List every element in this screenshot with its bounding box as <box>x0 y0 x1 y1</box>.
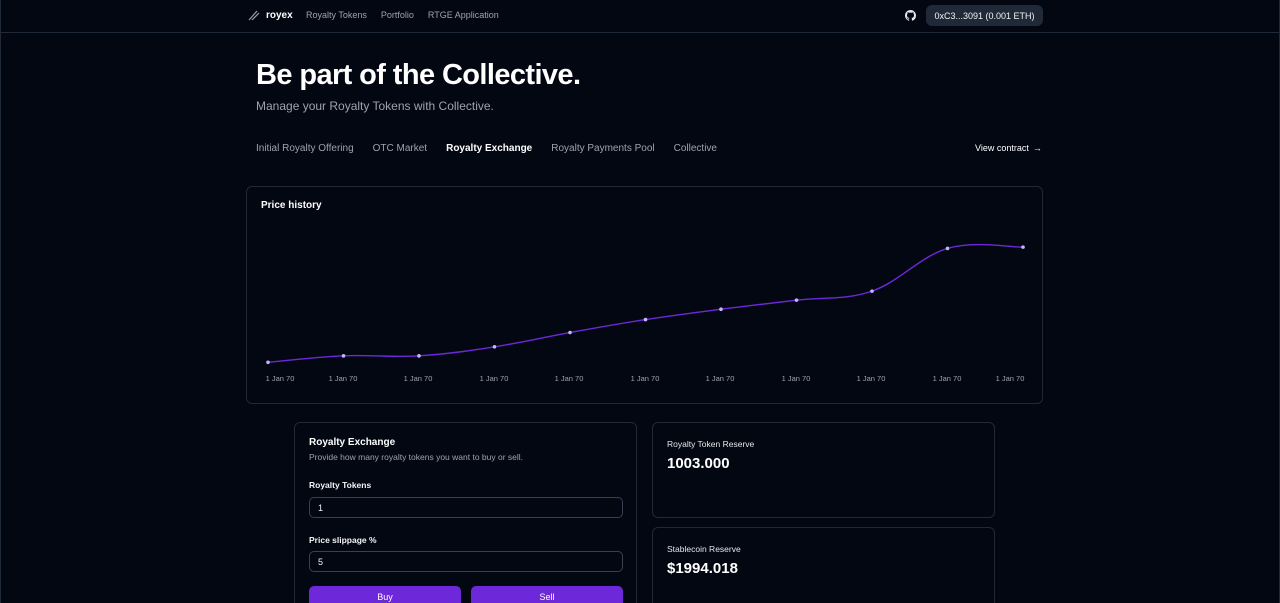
stablecoin-reserve-label: Stablecoin Reserve <box>667 544 741 554</box>
view-contract-label: View contract <box>975 143 1029 153</box>
tab-initial-royalty-offering[interactable]: Initial Royalty Offering <box>256 143 354 154</box>
wallet-button[interactable]: 0xC3...3091 (0.001 ETH) <box>926 5 1043 26</box>
nav-links: Royalty Tokens Portfolio RTGE Applicatio… <box>306 10 499 20</box>
x-tick-label: 1 Jan 70 <box>933 374 962 383</box>
x-tick-label: 1 Jan 70 <box>555 374 584 383</box>
price-point[interactable] <box>870 289 874 293</box>
arrow-right-icon: → <box>1032 143 1042 153</box>
price-point[interactable] <box>643 317 648 322</box>
x-tick-label: 1 Jan 70 <box>706 374 735 383</box>
stablecoin-reserve-value: $1994.018 <box>667 560 738 577</box>
x-tick-label: 1 Jan 70 <box>631 374 660 383</box>
stablecoin-reserve-card: Stablecoin Reserve $1994.018 <box>652 527 995 603</box>
price-point[interactable] <box>417 354 421 358</box>
sell-button[interactable]: Sell <box>471 586 623 603</box>
x-tick-label: 1 Jan 70 <box>857 374 886 383</box>
royalty-exchange-card: Royalty Exchange Provide how many royalt… <box>294 422 637 603</box>
tab-royalty-exchange[interactable]: Royalty Exchange <box>446 143 533 154</box>
x-tick-label: 1 Jan 70 <box>996 374 1025 383</box>
page-title: Be part of the Collective. <box>256 59 581 91</box>
price-point[interactable] <box>492 344 497 349</box>
price-point[interactable] <box>794 298 799 302</box>
tab-royalty-payments-pool[interactable]: Royalty Payments Pool <box>551 143 655 154</box>
exchange-title: Royalty Exchange <box>309 437 396 448</box>
top-navbar: royex Royalty Tokens Portfolio RTGE Appl… <box>1 0 1280 33</box>
x-tick-label: 1 Jan 70 <box>404 374 433 383</box>
price-point[interactable] <box>266 360 270 365</box>
nav-link-royalty-tokens[interactable]: Royalty Tokens <box>306 10 367 20</box>
logo-icon <box>248 10 260 21</box>
exchange-description: Provide how many royalty tokens you want… <box>309 452 524 462</box>
token-reserve-value: 1003.000 <box>667 455 730 472</box>
logo-text: royex <box>266 9 293 21</box>
price-slippage-label: Price slippage % <box>309 535 377 545</box>
x-tick-label: 1 Jan 70 <box>782 374 811 383</box>
buy-button[interactable]: Buy <box>309 586 461 603</box>
token-reserve-label: Royalty Token Reserve <box>667 439 755 449</box>
royalty-tokens-input[interactable] <box>309 497 623 518</box>
price-series-line <box>267 243 1024 363</box>
price-slippage-input[interactable] <box>309 551 623 572</box>
price-point[interactable] <box>568 330 572 335</box>
token-reserve-card: Royalty Token Reserve 1003.000 <box>652 422 995 518</box>
nav-link-portfolio[interactable]: Portfolio <box>380 10 414 20</box>
price-history-chart: 1 Jan 70 1 Jan 70 1 Jan 70 1 Jan 70 1 Jan 70… <box>266 243 1025 383</box>
github-icon[interactable] <box>905 10 916 21</box>
x-tick-label: 1 Jan 70 <box>329 374 358 383</box>
price-point[interactable] <box>719 307 723 312</box>
price-point[interactable] <box>1021 245 1025 249</box>
section-tabs: Initial Royalty Offering OTC Market Roya… <box>256 143 717 154</box>
price-point[interactable] <box>945 246 950 251</box>
nav-link-rtge-application[interactable]: RTGE Application <box>427 10 499 20</box>
tab-otc-market[interactable]: OTC Market <box>372 143 428 154</box>
tab-collective[interactable]: Collective <box>673 143 717 154</box>
x-tick-label: 1 Jan 70 <box>480 374 509 383</box>
page-subtitle: Manage your Royalty Tokens with Collecti… <box>256 99 494 113</box>
chart-title: Price history <box>261 200 322 211</box>
price-history-card: Price history 1 Jan 70 1 Jan 70 1 Jan 70 1 … <box>246 186 1043 404</box>
price-point[interactable] <box>341 354 346 358</box>
view-contract-link[interactable]: View contract → <box>975 143 1042 153</box>
logo[interactable]: royex <box>248 9 293 21</box>
x-tick-label: 1 Jan 70 <box>266 374 295 383</box>
royalty-tokens-label: Royalty Tokens <box>309 480 372 490</box>
